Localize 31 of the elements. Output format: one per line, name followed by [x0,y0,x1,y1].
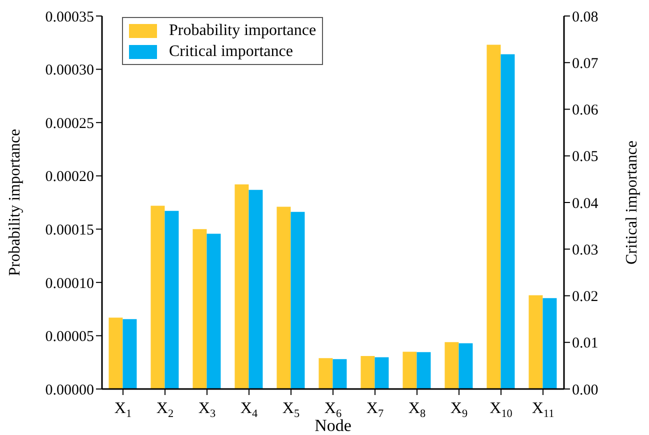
x-tick-label: X$_{10}$ [490,400,513,420]
x-tick-label: X$_{1}$ [114,400,132,420]
x-tick-label: X$_{2}$ [156,400,174,420]
y2-tick-label: 0.01 [572,336,598,352]
y2-tick-label: 0.07 [572,56,599,72]
y-tick-label: 0.00010 [45,276,94,292]
y2-tick-label: 0.08 [572,9,598,26]
y-tick-label: 0.00005 [45,329,94,346]
x-tick-label: X$_{9}$ [450,400,468,420]
legend-label: Probability importance [169,22,316,40]
x-tick-label: X$_{4}$ [240,400,258,420]
y-tick-label: 0.00015 [45,222,94,238]
y2-tick-label: 0.05 [572,149,598,166]
y2-tick-label: 0.06 [572,102,599,119]
y-tick-label: 0.00000 [45,382,94,398]
y-tick-label: 0.00025 [45,116,94,132]
legend-label: Critical importance [169,42,293,60]
y2-tick-label: 0.03 [572,242,598,258]
y2-tick-label: 0.00 [572,382,598,398]
x-tick-label: X$_{7}$ [366,400,384,420]
y2-tick-label: 0.02 [572,289,598,306]
x-tick-label: X$_{5}$ [282,400,300,420]
y2-axis-title: Critical importance [624,140,641,264]
y-axis-title: Probability importance [6,128,24,276]
x-tick-label: X$_{8}$ [408,400,426,420]
x-tick-label: X$_{11}$ [532,400,554,420]
y-tick-label: 0.00030 [45,62,94,79]
y-tick-label: 0.00020 [45,169,94,186]
y-tick-label: 0.00035 [45,9,94,26]
x-tick-label: X$_{3}$ [198,400,216,420]
y2-tick-label: 0.04 [572,196,599,212]
